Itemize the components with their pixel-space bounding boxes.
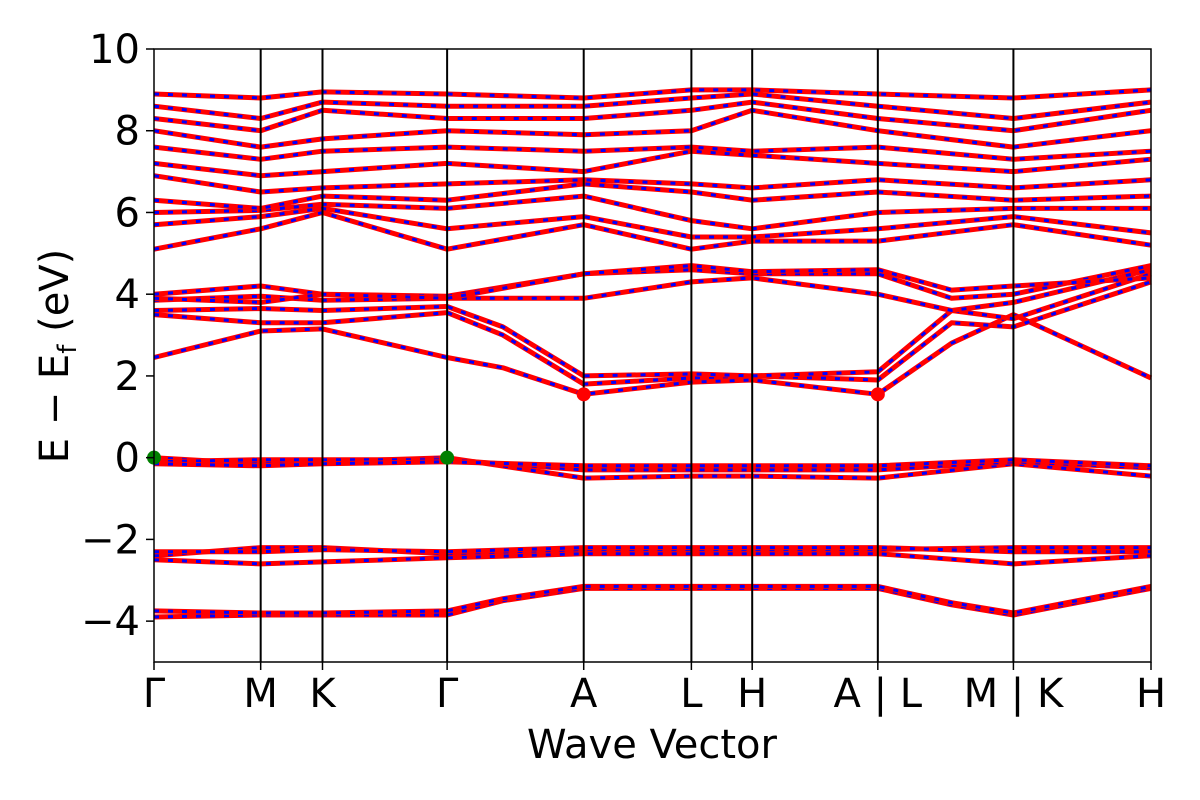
band-line-spin-up — [153, 205, 1152, 240]
band-line-spin-up — [153, 87, 1152, 101]
extremum-marker — [576, 387, 591, 402]
x-tick-label: H — [1136, 671, 1166, 717]
y-tick-label: 6 — [115, 190, 140, 236]
y-tick-label: 4 — [115, 272, 140, 318]
band-line-spin-down — [153, 100, 1152, 133]
y-tick-label: −4 — [81, 599, 140, 645]
band-line-spin-down — [153, 280, 1152, 386]
band-line-spin-up — [153, 312, 1153, 397]
y-tick-label: 0 — [115, 436, 140, 482]
band-line-spin-up — [153, 181, 1152, 211]
x-tick-label: M — [243, 671, 278, 717]
extremum-marker — [870, 387, 885, 402]
y-axis-label: E − Ef (eV) — [32, 249, 83, 464]
band-line-spin-up — [153, 193, 1151, 232]
bands-layer — [153, 87, 1153, 620]
y-axis-label-unit: (eV) — [32, 249, 78, 345]
x-tick-label: Γ — [436, 671, 459, 717]
band-line-spin-up — [153, 144, 1152, 162]
x-axis-label: Wave Vector — [527, 722, 778, 768]
x-tick-label: A | L — [834, 671, 923, 717]
extremum-marker — [440, 450, 455, 465]
x-tick-label: K — [309, 671, 337, 717]
y-tick-label: 2 — [115, 354, 140, 400]
band-line-spin-up — [153, 91, 1152, 121]
x-tick-label: M | K — [964, 671, 1065, 717]
y-axis-label-main: E − E — [32, 354, 78, 464]
x-tick-label: A — [570, 671, 598, 717]
y-axis-label-subscript: f — [53, 344, 83, 354]
y-axis-ticks: −4 −2 0 2 4 6 8 10 — [81, 27, 154, 645]
y-tick-label: 10 — [89, 27, 140, 73]
band-line-spin-down — [153, 584, 1152, 615]
band-line-spin-down — [153, 210, 1152, 251]
band-line-spin-up — [153, 551, 1152, 567]
plot-frame — [153, 48, 1152, 663]
band-line-spin-down — [153, 108, 1152, 149]
band-line-spin-up — [153, 148, 1152, 179]
band-line-spin-down — [153, 272, 1152, 378]
kpoint-lines — [259, 49, 1015, 662]
band-line-spin-up — [153, 457, 1152, 469]
y-tick-label: −2 — [81, 517, 140, 563]
band-line-spin-up — [153, 457, 1152, 473]
extrema-markers — [147, 387, 885, 465]
x-tick-label: Γ — [143, 671, 166, 717]
band-line-spin-up — [154, 545, 1151, 555]
x-tick-label: L — [680, 671, 703, 717]
band-line-spin-up — [153, 173, 1152, 195]
x-tick-label: H — [737, 671, 767, 717]
y-tick-label: 8 — [115, 109, 140, 155]
